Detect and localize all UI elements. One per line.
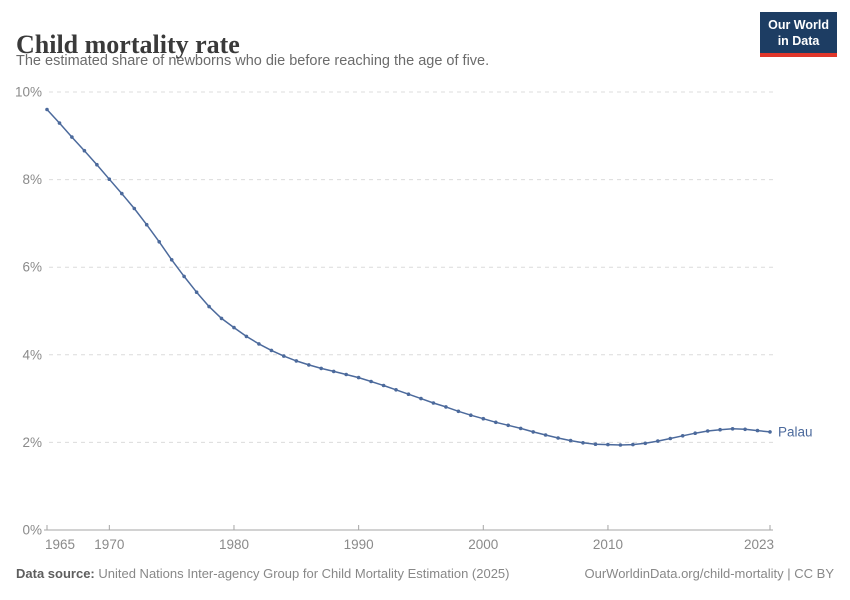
data-point[interactable] [469, 413, 473, 418]
data-point[interactable] [356, 375, 361, 380]
x-axis-tick-label: 1990 [344, 537, 374, 552]
data-source-note: Data source: United Nations Inter-agency… [16, 566, 510, 581]
y-axis-tick-label: 2% [22, 435, 42, 450]
data-point[interactable] [581, 441, 585, 445]
data-point[interactable] [144, 222, 149, 227]
x-axis-tick-label: 1970 [94, 537, 124, 552]
data-point[interactable] [381, 383, 386, 388]
data-point[interactable] [531, 430, 535, 434]
data-point[interactable] [568, 438, 573, 443]
data-point[interactable] [705, 429, 710, 433]
data-point[interactable] [269, 348, 274, 353]
data-point[interactable] [543, 433, 548, 437]
data-source-label: Data source: [16, 566, 95, 581]
data-point[interactable] [718, 427, 722, 432]
data-point[interactable] [481, 416, 486, 421]
data-point[interactable] [730, 427, 735, 431]
data-point[interactable] [643, 441, 648, 446]
data-point[interactable] [693, 431, 697, 436]
data-point[interactable] [419, 396, 423, 401]
data-point[interactable] [219, 316, 224, 321]
chart-footer: Data source: United Nations Inter-agency… [16, 566, 834, 581]
chart-title: Child mortality rate [16, 30, 240, 60]
data-point[interactable] [120, 191, 124, 196]
owid-logo-line1: Our World [768, 18, 829, 32]
data-point[interactable] [182, 274, 186, 279]
y-axis-tick-label: 6% [22, 260, 42, 275]
data-point[interactable] [282, 354, 286, 358]
data-point[interactable] [257, 342, 261, 346]
data-point[interactable] [344, 372, 349, 377]
data-point[interactable] [444, 405, 448, 409]
chart-subtitle: The estimated share of newborns who die … [16, 53, 490, 69]
x-axis-tick-label: 2023 [744, 537, 774, 552]
data-point[interactable] [406, 392, 411, 397]
x-axis-tick-label: 2000 [468, 537, 498, 552]
data-point[interactable] [194, 290, 199, 295]
data-source-text: United Nations Inter-agency Group for Ch… [94, 566, 510, 581]
data-point[interactable] [232, 325, 236, 330]
owid-logo-line2: in Data [777, 34, 820, 48]
data-point[interactable] [680, 434, 685, 438]
data-point[interactable] [307, 363, 311, 367]
data-point[interactable] [506, 423, 511, 428]
data-point[interactable] [107, 177, 112, 181]
y-axis-tick-label: 0% [22, 523, 42, 538]
data-point[interactable] [394, 388, 398, 392]
data-point[interactable] [518, 426, 523, 431]
data-point[interactable] [157, 240, 161, 244]
owid-logo[interactable]: Our World in Data [760, 12, 837, 57]
data-point[interactable] [768, 430, 772, 434]
data-point[interactable] [207, 304, 211, 309]
data-point[interactable] [244, 334, 249, 339]
data-point[interactable] [95, 162, 99, 167]
x-axis-tick-label: 2010 [593, 537, 623, 552]
data-point[interactable] [755, 428, 760, 433]
data-point[interactable] [456, 409, 461, 414]
data-point[interactable] [57, 121, 62, 125]
data-point[interactable] [70, 135, 74, 139]
y-axis-tick-label: 8% [22, 172, 42, 187]
data-point[interactable] [331, 369, 336, 374]
data-point[interactable] [606, 442, 610, 447]
y-axis-tick-label: 4% [22, 347, 42, 362]
data-point[interactable] [743, 427, 747, 432]
data-point[interactable] [656, 439, 660, 443]
data-point[interactable] [132, 206, 137, 211]
x-axis-tick-label: 1965 [45, 537, 75, 552]
data-point[interactable] [494, 420, 498, 425]
data-point[interactable] [618, 443, 623, 447]
data-point[interactable] [593, 442, 598, 447]
data-point[interactable] [556, 436, 560, 440]
attribution-link[interactable]: OurWorldinData.org/child-mortality | CC … [584, 566, 835, 581]
data-point[interactable] [319, 366, 324, 371]
data-point[interactable] [82, 148, 87, 153]
data-point[interactable] [631, 442, 635, 447]
entity-label-palau[interactable]: Palau [778, 424, 813, 439]
data-point[interactable] [668, 436, 673, 441]
y-axis-tick-label: 10% [15, 85, 42, 100]
data-point[interactable] [431, 401, 436, 405]
data-point[interactable] [45, 107, 49, 112]
data-point[interactable] [294, 359, 299, 363]
x-axis-tick-label: 1980 [219, 537, 249, 552]
data-point[interactable] [169, 258, 174, 262]
data-point[interactable] [369, 379, 373, 384]
